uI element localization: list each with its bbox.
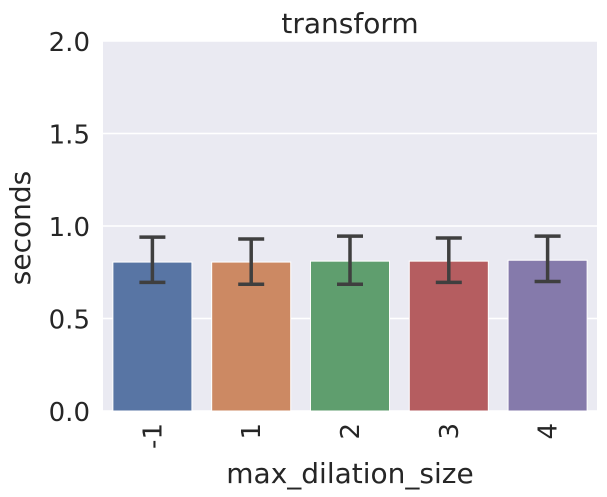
x-tick-labels: -1 1 2 3 4 [138, 423, 563, 449]
bar--1 [112, 261, 193, 412]
error-bar-3 [435, 236, 462, 285]
error-bar-2 [337, 234, 363, 287]
y-axis-label: seconds [4, 171, 37, 285]
error-bar-4 [534, 234, 561, 284]
x-tick-label: 3 [435, 423, 465, 440]
error-bar-1 [238, 237, 265, 287]
bar-4 [507, 259, 588, 412]
x-axis-label: max_dilation_size [226, 457, 473, 490]
x-tick-label: 1 [237, 423, 267, 440]
error-bars [139, 234, 561, 287]
bars [112, 259, 588, 412]
y-tick-label: 1.0 [49, 213, 90, 243]
x-tick-label: -1 [138, 423, 168, 449]
y-tick-label: 2.0 [49, 28, 90, 58]
x-tick-label: 2 [336, 423, 366, 440]
chart-title: transform [281, 7, 418, 40]
y-tick-label: 0.0 [49, 398, 90, 428]
y-tick-label: 0.5 [49, 306, 90, 336]
bar-1 [211, 261, 292, 412]
y-tick-label: 1.5 [49, 121, 90, 151]
bar-3 [408, 260, 489, 412]
bar-2 [309, 260, 391, 412]
error-bar--1 [139, 235, 166, 285]
x-tick-label: 4 [534, 423, 564, 440]
y-tick-labels: 0.0 0.5 1.0 1.5 2.0 [49, 28, 90, 428]
